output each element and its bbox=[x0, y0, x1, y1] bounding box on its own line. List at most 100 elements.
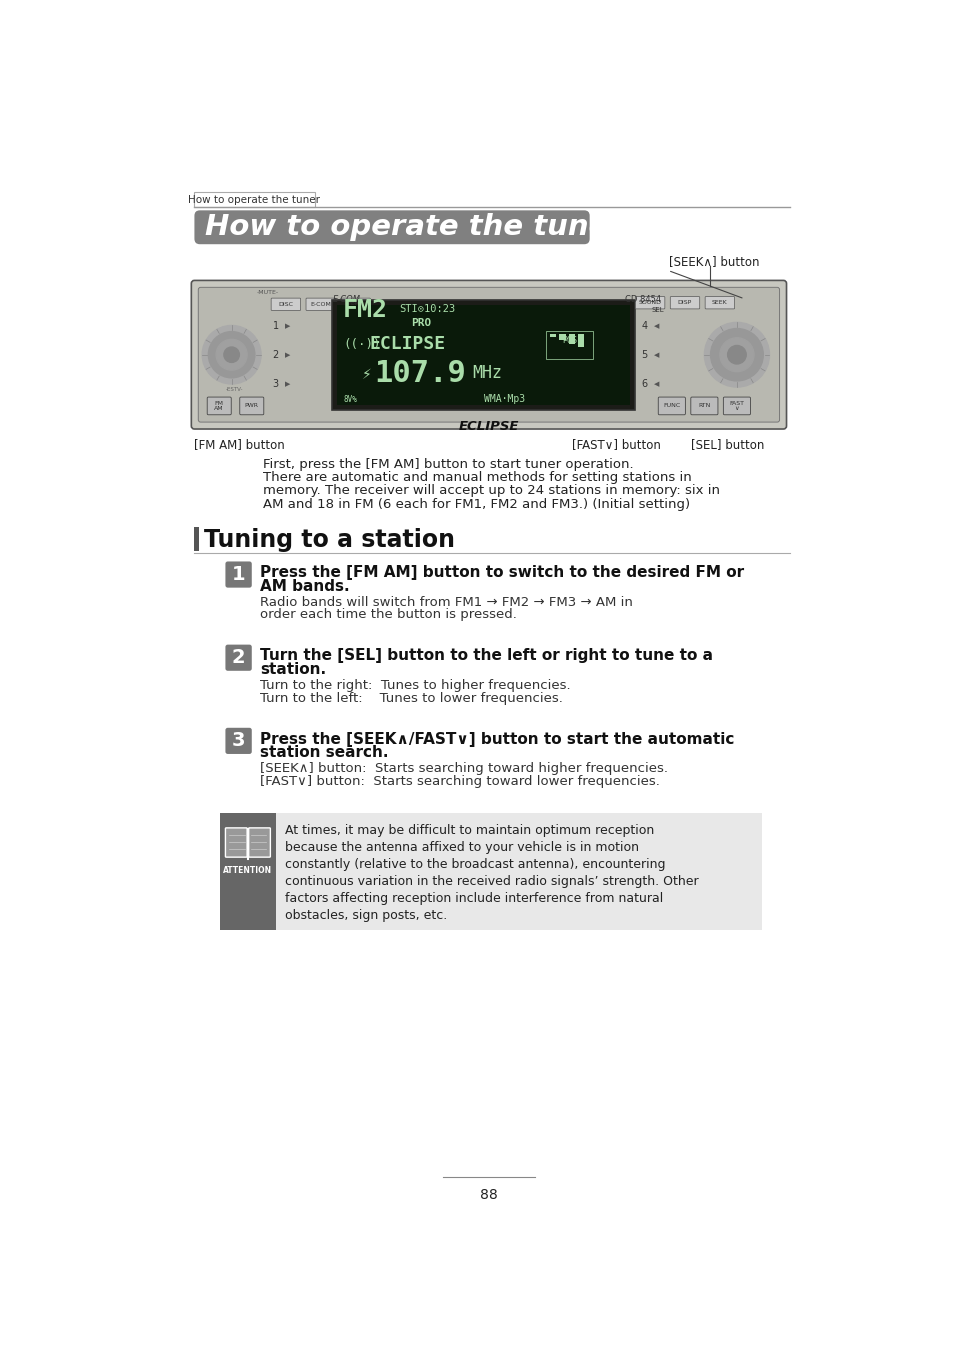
Circle shape bbox=[208, 332, 254, 378]
FancyBboxPatch shape bbox=[271, 298, 300, 310]
Text: ▶: ▶ bbox=[284, 381, 290, 388]
FancyBboxPatch shape bbox=[239, 397, 264, 415]
Text: Turn the [SEL] button to the left or right to tune to a: Turn the [SEL] button to the left or rig… bbox=[260, 649, 713, 664]
Text: ◀: ◀ bbox=[653, 322, 659, 329]
Bar bbox=[558, 335, 565, 340]
Text: ▶: ▶ bbox=[284, 352, 290, 358]
Text: 88: 88 bbox=[479, 1188, 497, 1202]
Text: 107.9: 107.9 bbox=[374, 359, 466, 389]
FancyBboxPatch shape bbox=[225, 828, 247, 858]
Text: 3: 3 bbox=[273, 379, 278, 389]
Text: How to operate the tuner: How to operate the tuner bbox=[189, 195, 320, 205]
Text: 2: 2 bbox=[232, 648, 245, 667]
Text: DISP: DISP bbox=[678, 301, 691, 305]
FancyBboxPatch shape bbox=[690, 397, 718, 415]
FancyBboxPatch shape bbox=[207, 397, 231, 415]
Text: E-COM: E-COM bbox=[310, 302, 331, 306]
Bar bbox=[332, 301, 634, 409]
Text: [FM AM] button: [FM AM] button bbox=[194, 438, 285, 451]
FancyBboxPatch shape bbox=[704, 297, 734, 309]
Text: 2: 2 bbox=[273, 350, 278, 360]
Circle shape bbox=[216, 339, 247, 370]
FancyBboxPatch shape bbox=[194, 210, 589, 244]
Text: POS: POS bbox=[561, 336, 577, 346]
Text: Turn to the right:  Tunes to higher frequencies.: Turn to the right: Tunes to higher frequ… bbox=[260, 679, 570, 692]
Text: FM
AM: FM AM bbox=[214, 401, 224, 412]
Text: AM and 18 in FM (6 each for FM1, FM2 and FM3.) (Initial setting): AM and 18 in FM (6 each for FM1, FM2 and… bbox=[262, 497, 689, 511]
Text: -ESTV-: -ESTV- bbox=[226, 388, 243, 393]
Text: 5: 5 bbox=[641, 350, 647, 360]
FancyBboxPatch shape bbox=[225, 561, 252, 588]
Text: ▶: ▶ bbox=[284, 322, 290, 329]
Text: OPEN: OPEN bbox=[347, 302, 364, 306]
Text: RTN: RTN bbox=[698, 404, 710, 408]
Bar bbox=[220, 813, 761, 931]
Bar bbox=[568, 335, 575, 344]
Text: [SEEK∧] button:  Starts searching toward higher frequencies.: [SEEK∧] button: Starts searching toward … bbox=[260, 763, 668, 775]
FancyBboxPatch shape bbox=[670, 297, 699, 309]
Text: -MUTE-: -MUTE- bbox=[256, 290, 278, 294]
Text: station search.: station search. bbox=[260, 745, 389, 760]
Text: There are automatic and manual methods for setting stations in: There are automatic and manual methods f… bbox=[262, 472, 691, 484]
Bar bbox=[194, 527, 199, 551]
Text: ECLIPSE: ECLIPSE bbox=[458, 420, 518, 432]
Text: [SEL] button: [SEL] button bbox=[691, 438, 763, 451]
FancyBboxPatch shape bbox=[198, 287, 779, 423]
Bar bbox=[546, 331, 592, 359]
Text: SOUND: SOUND bbox=[638, 301, 661, 305]
Bar bbox=[578, 335, 583, 347]
Text: FM2: FM2 bbox=[343, 298, 388, 322]
Text: Press the [SEEK∧/FAST∨] button to start the automatic: Press the [SEEK∧/FAST∨] button to start … bbox=[260, 732, 734, 747]
FancyBboxPatch shape bbox=[192, 280, 785, 430]
Text: CD 8454: CD 8454 bbox=[624, 295, 660, 304]
Text: because the antenna affixed to your vehicle is in motion: because the antenna affixed to your vehi… bbox=[285, 841, 639, 854]
Text: Radio bands will switch from FM1 → FM2 → FM3 → AM in: Radio bands will switch from FM1 → FM2 →… bbox=[260, 596, 633, 610]
Text: 4: 4 bbox=[641, 321, 647, 331]
Text: How to operate the tuner: How to operate the tuner bbox=[205, 213, 622, 241]
Text: ◀: ◀ bbox=[653, 381, 659, 388]
Text: station.: station. bbox=[260, 663, 326, 678]
Text: 8V%: 8V% bbox=[343, 394, 356, 404]
Text: Press the [FM AM] button to switch to the desired FM or: Press the [FM AM] button to switch to th… bbox=[260, 565, 743, 580]
FancyBboxPatch shape bbox=[340, 298, 370, 310]
FancyBboxPatch shape bbox=[658, 397, 684, 415]
Text: ((·)): ((·)) bbox=[343, 339, 380, 351]
Text: At times, it may be difficult to maintain optimum reception: At times, it may be difficult to maintai… bbox=[285, 824, 654, 837]
Text: FAST
∨: FAST ∨ bbox=[729, 401, 743, 412]
Bar bbox=[550, 335, 556, 337]
Text: 6: 6 bbox=[641, 379, 647, 389]
FancyBboxPatch shape bbox=[225, 728, 252, 753]
Circle shape bbox=[202, 325, 261, 383]
Text: ECLIPSE: ECLIPSE bbox=[369, 335, 445, 352]
Circle shape bbox=[703, 322, 769, 388]
Bar bbox=[220, 813, 275, 931]
Circle shape bbox=[727, 346, 745, 364]
FancyBboxPatch shape bbox=[635, 297, 664, 309]
FancyBboxPatch shape bbox=[306, 298, 335, 310]
Text: constantly (relative to the broadcast antenna), encountering: constantly (relative to the broadcast an… bbox=[285, 858, 665, 871]
FancyBboxPatch shape bbox=[225, 645, 252, 671]
Text: E-COM: E-COM bbox=[332, 295, 360, 304]
Text: ◀: ◀ bbox=[653, 352, 659, 358]
Text: memory. The receiver will accept up to 24 stations in memory: six in: memory. The receiver will accept up to 2… bbox=[262, 485, 719, 497]
Text: Tuning to a station: Tuning to a station bbox=[204, 528, 455, 553]
FancyBboxPatch shape bbox=[722, 397, 750, 415]
Bar bbox=[336, 305, 629, 405]
Text: ⚡: ⚡ bbox=[361, 369, 371, 382]
FancyBboxPatch shape bbox=[194, 192, 314, 207]
Text: continuous variation in the received radio signals’ strength. Other: continuous variation in the received rad… bbox=[285, 875, 698, 888]
Circle shape bbox=[720, 337, 753, 371]
Text: PWR: PWR bbox=[245, 404, 258, 408]
Text: FUNC: FUNC bbox=[662, 404, 679, 408]
Text: factors affecting reception include interference from natural: factors affecting reception include inte… bbox=[285, 892, 662, 905]
Text: 1: 1 bbox=[232, 565, 245, 584]
Text: [FAST∨] button: [FAST∨] button bbox=[571, 438, 660, 451]
Text: First, press the [FM AM] button to start tuner operation.: First, press the [FM AM] button to start… bbox=[262, 458, 633, 472]
Text: 3: 3 bbox=[232, 732, 245, 751]
FancyBboxPatch shape bbox=[249, 828, 270, 858]
Text: STI⊙10:23: STI⊙10:23 bbox=[398, 305, 455, 314]
Text: AM bands.: AM bands. bbox=[260, 579, 350, 595]
Text: [SEEK∧] button: [SEEK∧] button bbox=[669, 255, 760, 268]
Text: ATTENTION: ATTENTION bbox=[223, 866, 273, 874]
Text: 1: 1 bbox=[273, 321, 278, 331]
